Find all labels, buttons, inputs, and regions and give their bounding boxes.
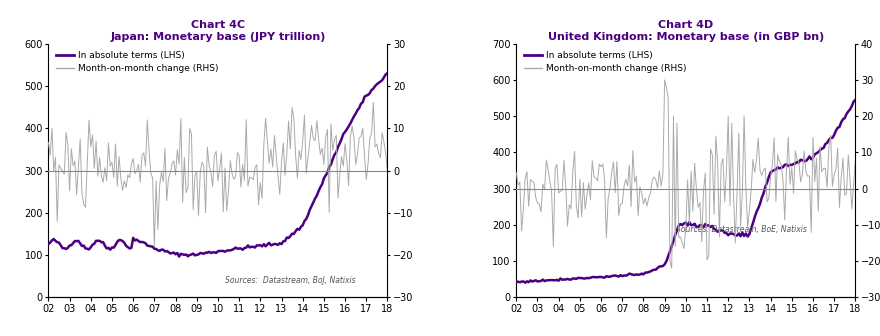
Title: Chart 4C
Japan: Monetary base (JPY trillion): Chart 4C Japan: Monetary base (JPY trill…	[110, 20, 326, 42]
Text: Sources: Datastream, BoE, Natixis: Sources: Datastream, BoE, Natixis	[676, 225, 807, 234]
Legend: In absolute terms (LHS), Month-on-month change (RHS): In absolute terms (LHS), Month-on-month …	[53, 48, 222, 76]
Legend: In absolute terms (LHS), Month-on-month change (RHS): In absolute terms (LHS), Month-on-month …	[521, 48, 689, 76]
Text: Sources:  Datastream, BoJ, Natixis: Sources: Datastream, BoJ, Natixis	[224, 276, 356, 285]
Title: Chart 4D
United Kingdom: Monetary base (in GBP bn): Chart 4D United Kingdom: Monetary base (…	[547, 20, 824, 42]
